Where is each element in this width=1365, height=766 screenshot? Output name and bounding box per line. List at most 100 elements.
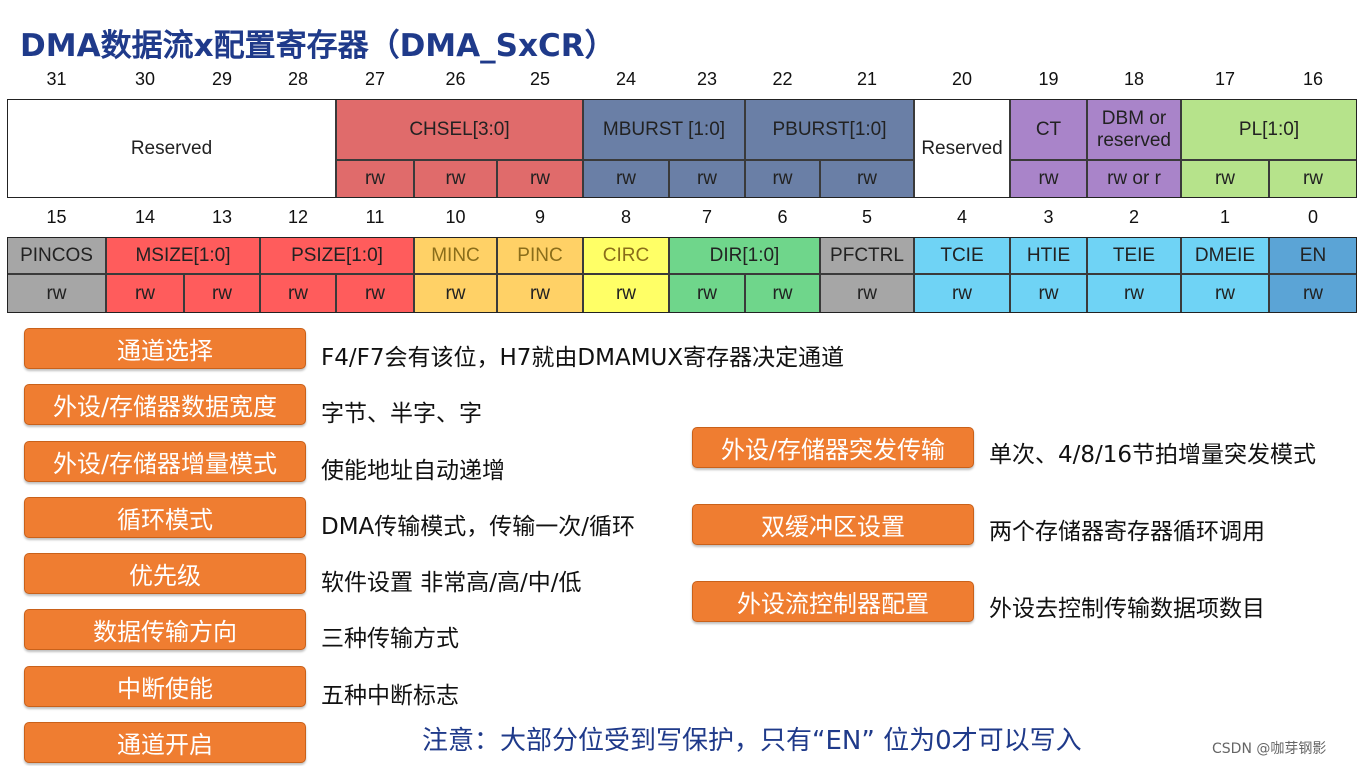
bit-number: 22 <box>772 69 793 89</box>
register-field: TCIE <box>914 237 1010 274</box>
bit-number: 19 <box>1038 69 1059 89</box>
access-cell: rw <box>1010 160 1087 198</box>
register-field: DIR[1:0] <box>669 237 820 274</box>
field-description: 使能地址自动递增 <box>321 458 505 484</box>
bit-number: 1 <box>1219 207 1230 227</box>
write-protect-note: 注意：大部分位受到写保护，只有“EN” 位为0才可以写入 <box>422 726 1082 756</box>
register-field: PINC <box>497 237 583 274</box>
bit-number: 15 <box>46 207 67 227</box>
bit-number: 29 <box>211 69 233 89</box>
field-description: 外设去控制传输数据项数目 <box>989 596 1265 622</box>
bit-number: 26 <box>445 69 466 89</box>
register-field: PSIZE[1:0] <box>260 237 414 274</box>
bit-number: 17 <box>1214 69 1236 89</box>
access-cell: rw <box>1269 160 1357 198</box>
bit-number: 3 <box>1043 207 1054 227</box>
bit-number: 4 <box>956 207 967 227</box>
bit-number: 16 <box>1302 69 1324 89</box>
access-cell: rw <box>745 160 820 198</box>
register-field: PINCOS <box>7 237 106 274</box>
register-field: HTIE <box>1010 237 1087 274</box>
field-description: 字节、半字、字 <box>321 401 482 427</box>
bit-number: 14 <box>134 207 156 227</box>
register-field: CIRC <box>583 237 669 274</box>
field-label-pill: 外设/存储器增量模式 <box>24 441 306 482</box>
bit-number: 18 <box>1123 69 1145 89</box>
bit-number: 7 <box>701 207 712 227</box>
register-field: PFCTRL <box>820 237 914 274</box>
bit-number: 21 <box>856 69 878 89</box>
field-description: 软件设置 非常高/高/中/低 <box>321 570 582 596</box>
bit-number: 24 <box>615 69 637 89</box>
register-field: MINC <box>414 237 497 274</box>
field-label-pill: 数据传输方向 <box>24 609 306 650</box>
watermark: CSDN @咖芽钢影 <box>1212 741 1327 757</box>
field-label-pill: 外设流控制器配置 <box>692 581 974 622</box>
bit-number: 27 <box>364 69 386 89</box>
field-label-pill: 外设/存储器数据宽度 <box>24 384 306 425</box>
access-cell: rw <box>583 274 669 313</box>
access-cell: rw <box>497 274 583 313</box>
register-field: Reserved <box>7 99 336 198</box>
register-field: EN <box>1269 237 1357 274</box>
access-cell: rw <box>414 160 497 198</box>
register-field: PBURST[1:0] <box>745 99 914 160</box>
access-cell: rw <box>1181 160 1269 198</box>
register-field: TEIE <box>1087 237 1181 274</box>
field-label-pill: 双缓冲区设置 <box>692 504 974 545</box>
access-cell: rw <box>745 274 820 313</box>
bit-number: 9 <box>534 207 545 227</box>
field-label-pill: 通道开启 <box>24 722 306 763</box>
access-cell: rw <box>914 274 1010 313</box>
access-cell: rw <box>1181 274 1269 313</box>
bit-number: 23 <box>696 69 718 89</box>
bit-number: 31 <box>46 69 67 89</box>
bit-number: 0 <box>1307 207 1318 227</box>
register-field: MSIZE[1:0] <box>106 237 260 274</box>
register-field: DMEIE <box>1181 237 1269 274</box>
field-label-pill: 中断使能 <box>24 666 306 707</box>
field-description: 三种传输方式 <box>321 626 459 652</box>
bit-number: 13 <box>211 207 233 227</box>
register-field: DBM or reserved <box>1087 99 1181 160</box>
register-field: MBURST [1:0] <box>583 99 745 160</box>
bit-number: 6 <box>777 207 788 227</box>
field-description: 单次、4/8/16节拍增量突发模式 <box>989 442 1317 468</box>
access-cell: rw <box>497 160 583 198</box>
bit-number: 20 <box>951 69 973 89</box>
access-cell: rw <box>1010 274 1087 313</box>
access-cell: rw <box>820 274 914 313</box>
access-cell: rw <box>820 160 914 198</box>
bit-number: 11 <box>365 207 385 227</box>
access-cell: rw <box>583 160 669 198</box>
register-field: CHSEL[3:0] <box>336 99 583 160</box>
bit-number: 5 <box>861 207 872 227</box>
access-cell: rw or r <box>1087 160 1181 198</box>
bit-number: 10 <box>445 207 466 227</box>
access-cell: rw <box>1269 274 1357 313</box>
bit-number: 8 <box>620 207 631 227</box>
field-description: DMA传输模式，传输一次/循环 <box>321 514 636 540</box>
bit-number: 2 <box>1128 207 1139 227</box>
field-description: 五种中断标志 <box>321 683 459 709</box>
page-title: DMA数据流x配置寄存器（DMA_SxCR） <box>20 28 616 64</box>
access-cell: rw <box>260 274 336 313</box>
field-label-pill: 外设/存储器突发传输 <box>692 427 974 468</box>
field-description: 两个存储器寄存器循环调用 <box>989 519 1265 545</box>
access-cell: rw <box>336 274 414 313</box>
field-description: F4/F7会有该位，H7就由DMAMUX寄存器决定通道 <box>321 345 845 371</box>
bit-number: 12 <box>287 207 309 227</box>
access-cell: rw <box>106 274 184 313</box>
bit-number: 30 <box>134 69 156 89</box>
field-label-pill: 循环模式 <box>24 497 306 538</box>
field-label-pill: 优先级 <box>24 553 306 594</box>
register-field: CT <box>1010 99 1087 160</box>
access-cell: rw <box>414 274 497 313</box>
bit-number: 28 <box>287 69 309 89</box>
access-cell: rw <box>7 274 106 313</box>
access-cell: rw <box>669 274 745 313</box>
access-cell: rw <box>336 160 414 198</box>
access-cell: rw <box>669 160 745 198</box>
access-cell: rw <box>184 274 260 313</box>
register-field: Reserved <box>914 99 1010 198</box>
